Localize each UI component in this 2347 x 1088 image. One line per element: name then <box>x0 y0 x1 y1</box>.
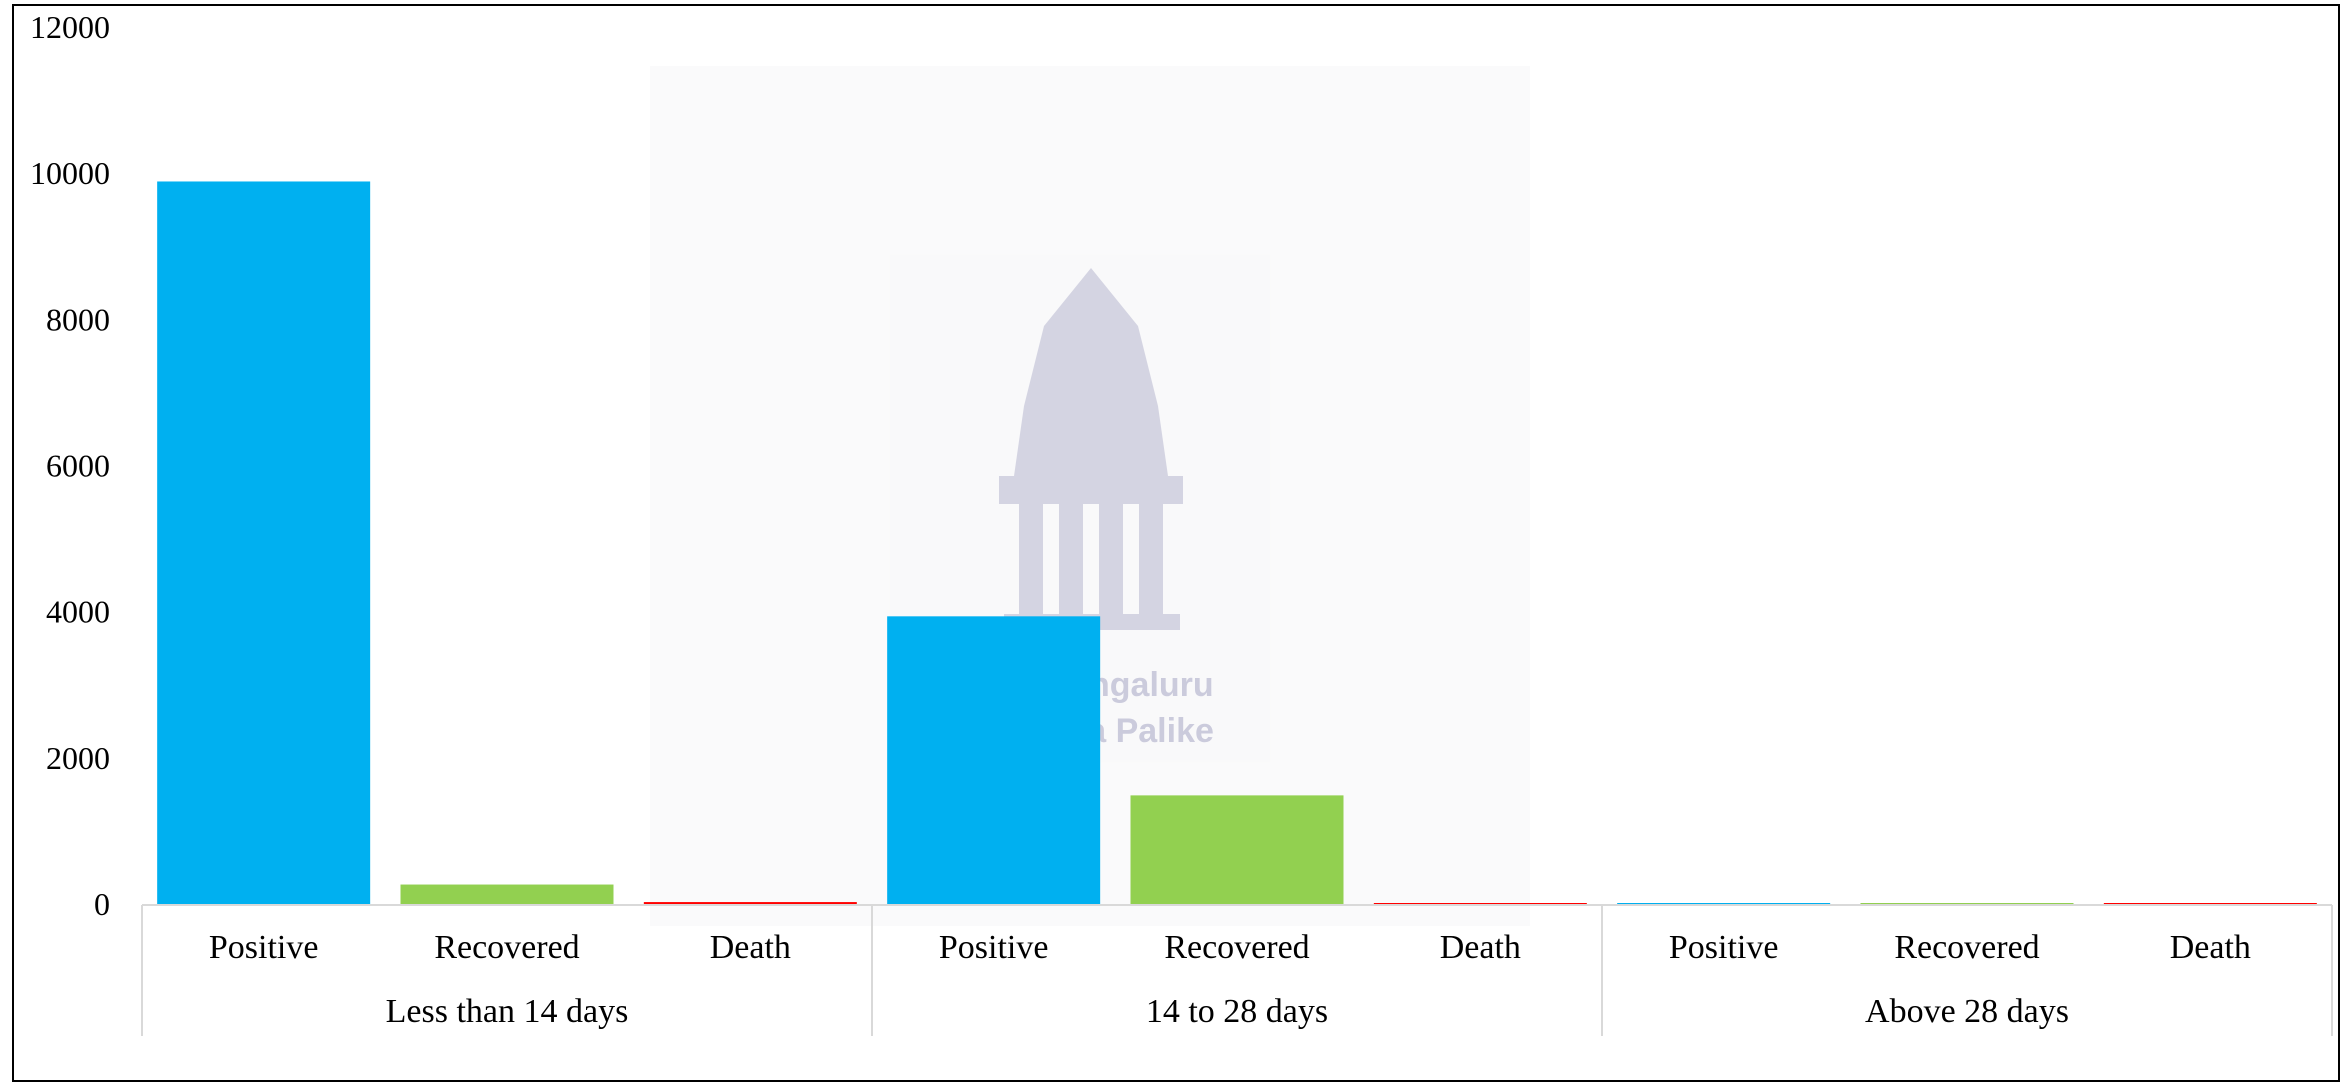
x-group-label: 14 to 28 days <box>1146 993 1328 1030</box>
y-tick-label: 12000 <box>30 9 110 45</box>
bar-positive <box>157 181 371 906</box>
x-category-label: Death <box>2170 929 2251 966</box>
x-category-label: Recovered <box>1164 929 1309 966</box>
y-tick-label: 4000 <box>46 594 110 630</box>
bar-chart: ngaluru ra Palike 0200040006000800010000… <box>30 9 2333 1036</box>
x-category-label: Positive <box>1669 929 1779 966</box>
bar-recovered <box>1130 795 1344 905</box>
temple-tower-icon <box>999 268 1183 630</box>
x-category-label: Positive <box>939 929 1049 966</box>
x-axis <box>141 904 2333 1036</box>
y-tick-label: 2000 <box>46 740 110 776</box>
y-axis-tick-labels: 0 2000 4000 6000 8000 10000 12000 <box>30 9 110 922</box>
x-category-label: Death <box>710 929 791 966</box>
y-tick-label: 6000 <box>46 448 110 484</box>
x-group-label: Above 28 days <box>1865 993 2069 1030</box>
x-category-label: Recovered <box>434 929 579 966</box>
x-category-label: Recovered <box>1894 929 2039 966</box>
y-tick-label: 0 <box>94 886 110 922</box>
bar-positive <box>887 616 1101 905</box>
x-category-label: Positive <box>209 929 319 966</box>
watermark-line-1: ngaluru <box>1089 666 1214 704</box>
y-tick-label: 8000 <box>46 301 110 337</box>
x-group-label: Less than 14 days <box>386 993 629 1030</box>
bar-death <box>643 902 857 905</box>
y-tick-label: 10000 <box>30 155 110 191</box>
x-category-label: Death <box>1440 929 1521 966</box>
chart-frame: ngaluru ra Palike 0 2000 4000 6000 8000 10000… <box>12 4 2340 1082</box>
bar-recovered <box>400 884 614 905</box>
x-axis-category-labels: Positive Recovered Death Less than 14 days P… <box>209 929 2251 1030</box>
